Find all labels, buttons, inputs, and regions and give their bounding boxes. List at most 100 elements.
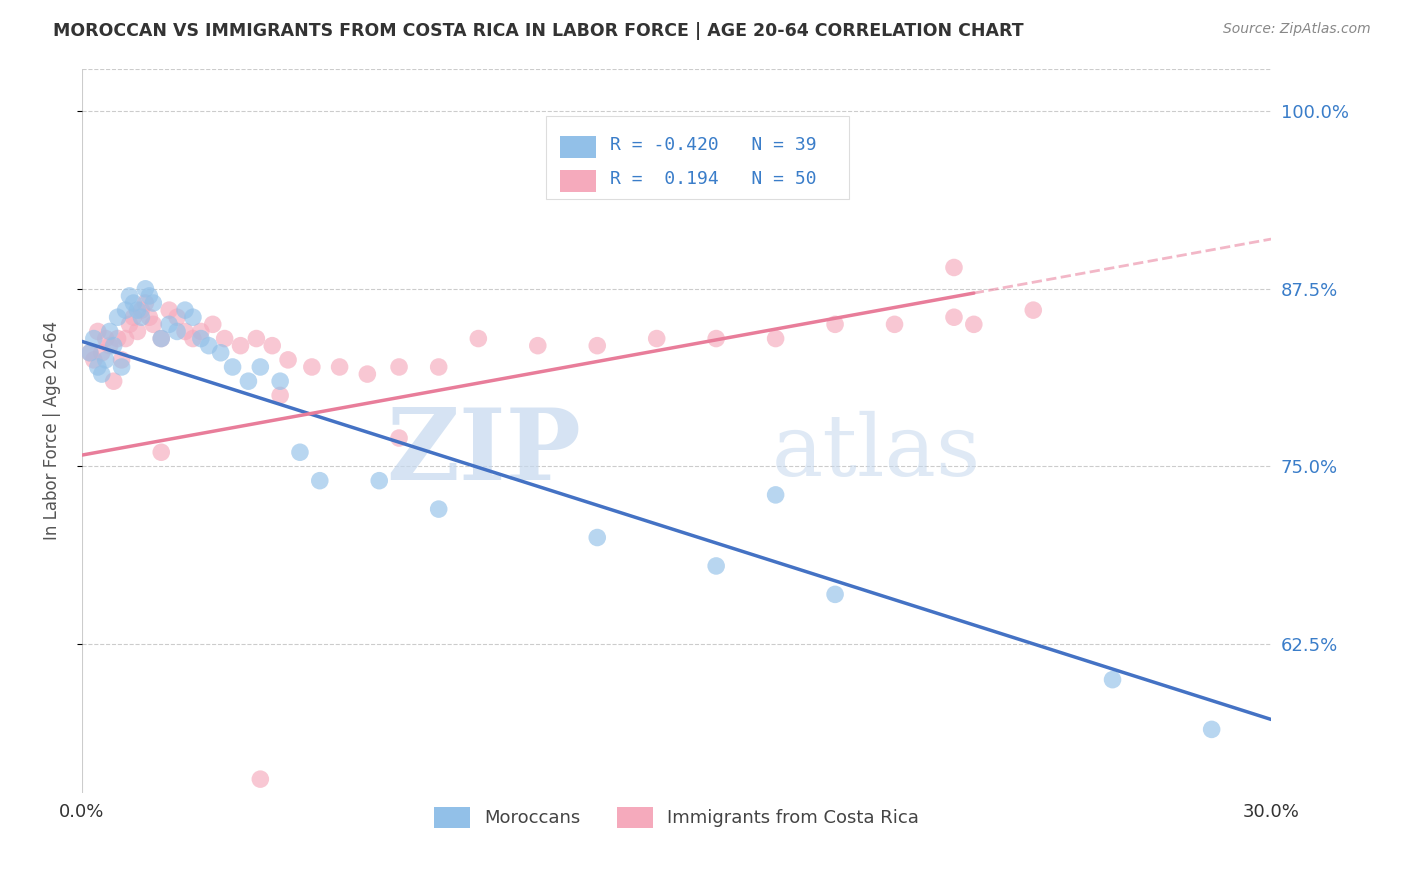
Point [114, 332, 136, 346]
Text: R =  0.194   N = 50: R = 0.194 N = 50 [610, 169, 817, 187]
Point [150, 332, 173, 346]
Point [107, 332, 129, 346]
Point [118, 289, 141, 303]
Point [238, 374, 260, 388]
Point [118, 318, 141, 332]
Point [79, 345, 101, 359]
Point [329, 359, 352, 374]
Point [174, 325, 197, 339]
Point [157, 303, 180, 318]
Point [245, 332, 267, 346]
Point [190, 332, 212, 346]
Point [214, 332, 236, 346]
Point [150, 332, 173, 346]
Point [427, 359, 450, 374]
Point [122, 296, 145, 310]
Point [94, 332, 117, 346]
Point [645, 332, 668, 346]
Point [943, 260, 966, 275]
Point [174, 303, 197, 318]
Point [704, 558, 727, 573]
FancyBboxPatch shape [546, 116, 849, 199]
Point [586, 531, 609, 545]
Point [249, 772, 271, 786]
Point [943, 310, 966, 325]
Point [98, 325, 121, 339]
Point [269, 388, 291, 402]
Point [388, 359, 411, 374]
Point [83, 332, 105, 346]
Point [1201, 723, 1223, 737]
Point [308, 474, 330, 488]
Point [586, 339, 609, 353]
Text: ZIP: ZIP [387, 404, 582, 501]
Point [883, 318, 905, 332]
Point [110, 352, 132, 367]
Point [157, 318, 180, 332]
Point [114, 303, 136, 318]
Point [277, 352, 299, 367]
Point [262, 339, 284, 353]
Point [1022, 303, 1045, 318]
Point [221, 359, 243, 374]
Point [87, 359, 110, 374]
Point [209, 345, 232, 359]
FancyBboxPatch shape [560, 170, 596, 192]
Text: R = -0.420   N = 39: R = -0.420 N = 39 [610, 136, 817, 153]
Point [526, 339, 548, 353]
Point [301, 359, 323, 374]
Point [87, 325, 110, 339]
Point [229, 339, 252, 353]
Point [127, 303, 149, 318]
Point [90, 367, 112, 381]
Point [90, 345, 112, 359]
Point [122, 310, 145, 325]
Point [269, 374, 291, 388]
Point [467, 332, 489, 346]
Point [704, 332, 727, 346]
Point [181, 310, 204, 325]
Text: atlas: atlas [772, 411, 981, 494]
Point [388, 431, 411, 445]
Point [79, 345, 101, 359]
Point [181, 332, 204, 346]
Point [103, 339, 125, 353]
Point [150, 445, 173, 459]
Text: MOROCCAN VS IMMIGRANTS FROM COSTA RICA IN LABOR FORCE | AGE 20-64 CORRELATION CH: MOROCCAN VS IMMIGRANTS FROM COSTA RICA I… [53, 22, 1024, 40]
Point [94, 352, 117, 367]
Point [427, 502, 450, 516]
Point [166, 310, 188, 325]
Y-axis label: In Labor Force | Age 20-64: In Labor Force | Age 20-64 [44, 321, 60, 541]
Point [166, 325, 188, 339]
Point [142, 296, 165, 310]
Point [138, 310, 160, 325]
Text: Source: ZipAtlas.com: Source: ZipAtlas.com [1223, 22, 1371, 37]
Point [824, 318, 846, 332]
Point [198, 339, 221, 353]
Legend: Moroccans, Immigrants from Costa Rica: Moroccans, Immigrants from Costa Rica [426, 800, 927, 835]
Point [127, 325, 149, 339]
Point [83, 352, 105, 367]
Point [201, 318, 224, 332]
Point [249, 359, 271, 374]
Point [824, 587, 846, 601]
FancyBboxPatch shape [560, 136, 596, 158]
Point [356, 367, 378, 381]
Point [765, 332, 787, 346]
Point [134, 296, 156, 310]
Point [190, 325, 212, 339]
Point [131, 303, 153, 318]
Point [142, 318, 165, 332]
Point [138, 289, 160, 303]
Point [107, 310, 129, 325]
Point [98, 339, 121, 353]
Point [134, 282, 156, 296]
Point [1101, 673, 1123, 687]
Point [131, 310, 153, 325]
Point [288, 445, 311, 459]
Point [103, 374, 125, 388]
Point [963, 318, 986, 332]
Point [110, 359, 132, 374]
Point [368, 474, 391, 488]
Point [765, 488, 787, 502]
